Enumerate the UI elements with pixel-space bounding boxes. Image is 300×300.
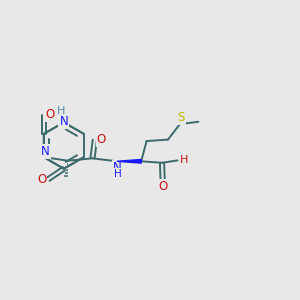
Text: N: N (59, 115, 68, 128)
Text: H: H (180, 155, 188, 165)
Text: H: H (114, 169, 121, 179)
Text: O: O (46, 108, 55, 121)
Text: N: N (113, 161, 122, 174)
Text: O: O (158, 180, 167, 193)
Text: O: O (97, 134, 106, 146)
Text: S: S (178, 111, 185, 124)
Text: H: H (57, 106, 66, 116)
Polygon shape (117, 160, 141, 163)
Text: N: N (41, 145, 50, 158)
Text: O: O (37, 172, 46, 186)
